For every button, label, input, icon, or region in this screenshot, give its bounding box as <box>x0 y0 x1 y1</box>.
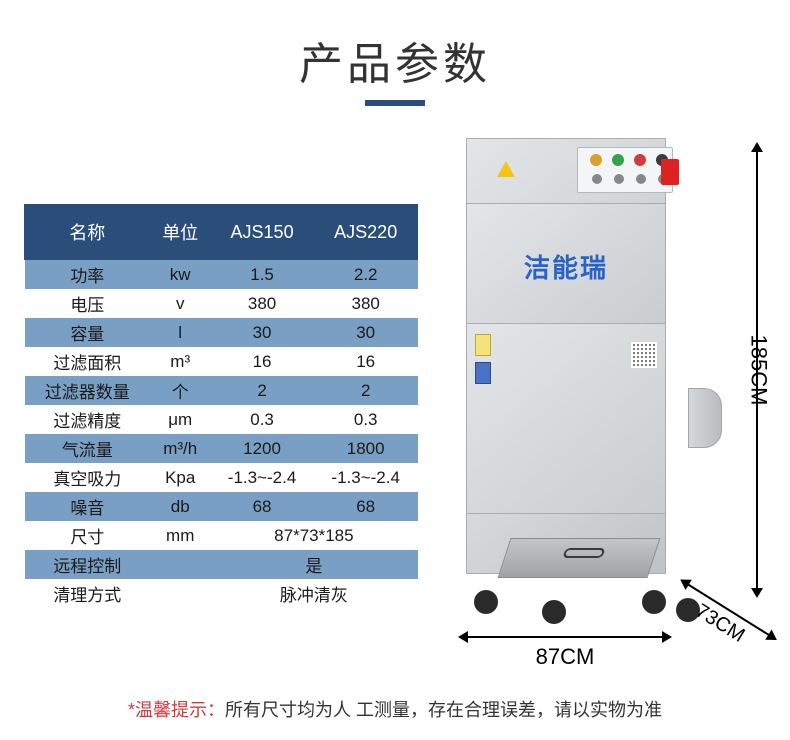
table-row: 过滤器数量个22 <box>25 376 418 405</box>
table-row: 清理方式 脉冲清灰 <box>25 579 418 608</box>
dimension-width-label: 87CM <box>460 644 670 670</box>
cell-name: 过滤面积 <box>25 347 151 376</box>
table-header-row: 名称 单位 AJS150 AJS220 <box>25 205 418 260</box>
note-prefix: *温馨提示： <box>128 700 225 720</box>
qr-code-icon <box>631 342 657 368</box>
cell-name: 过滤精度 <box>25 405 151 434</box>
cell-model-a: 30 <box>210 318 314 347</box>
cell-model-b: 2.2 <box>314 260 418 290</box>
table-row: 远程控制 是 <box>25 550 418 579</box>
table-row: 气流量m³/h12001800 <box>25 434 418 463</box>
tray-handle <box>562 548 605 558</box>
cell-model-a: 1200 <box>210 434 314 463</box>
cell-unit: 个 <box>150 376 210 405</box>
outlet-duct <box>688 388 722 448</box>
table-row: 噪音db6868 <box>25 492 418 521</box>
note-text: 所有尺寸均为人 工测量，存在合理误差，请以实物为准 <box>225 700 662 720</box>
table-row: 过滤面积m³1616 <box>25 347 418 376</box>
cell-unit: m³ <box>150 347 210 376</box>
side-labels <box>475 334 495 390</box>
dimension-height: 185CM <box>740 144 774 596</box>
cell-model-a: 2 <box>210 376 314 405</box>
panel-button-yellow <box>590 154 602 166</box>
cell-name: 功率 <box>25 260 151 290</box>
table-row: 电压v380380 <box>25 289 418 318</box>
table-row: 容量l3030 <box>25 318 418 347</box>
cell-unit: v <box>150 289 210 318</box>
cabinet-upper: 洁能瑞 <box>466 204 666 324</box>
cell-unit: db <box>150 492 210 521</box>
brand-label: 洁能瑞 <box>467 248 665 285</box>
cell-model-a: 0.3 <box>210 405 314 434</box>
page-title: 产品参数 <box>0 0 790 92</box>
cabinet-mid <box>466 324 666 514</box>
cell-model-a: 380 <box>210 289 314 318</box>
title-underline <box>365 100 425 106</box>
warning-label-icon <box>475 334 491 356</box>
caster-wheel <box>474 590 498 614</box>
cell-model-b: -1.3~-2.4 <box>314 463 418 492</box>
cell-model-b: 16 <box>314 347 418 376</box>
cell-model-b: 30 <box>314 318 418 347</box>
table-row: 尺寸mm87*73*185 <box>25 521 418 550</box>
dust-tray <box>498 538 661 578</box>
cell-unit: l <box>150 318 210 347</box>
panel-indicator <box>614 174 624 184</box>
cell-unit <box>150 550 210 579</box>
cell-model-a: 16 <box>210 347 314 376</box>
th-unit: 单位 <box>150 205 210 260</box>
cell-unit: μm <box>150 405 210 434</box>
table-row: 真空吸力Kpa-1.3~-2.4-1.3~-2.4 <box>25 463 418 492</box>
th-model-a: AJS150 <box>210 205 314 260</box>
cell-unit: Kpa <box>150 463 210 492</box>
th-model-b: AJS220 <box>314 205 418 260</box>
cell-merged: 是 <box>210 550 417 579</box>
warning-triangle-icon <box>497 161 515 177</box>
cell-name: 气流量 <box>25 434 151 463</box>
th-name: 名称 <box>25 205 151 260</box>
cell-name: 远程控制 <box>25 550 151 579</box>
table-row: 过滤精度μm0.30.3 <box>25 405 418 434</box>
cell-name: 清理方式 <box>25 579 151 608</box>
footer-note: *温馨提示：所有尺寸均为人 工测量，存在合理误差，请以实物为准 <box>0 696 790 722</box>
cell-name: 真空吸力 <box>25 463 151 492</box>
emergency-switch <box>661 159 679 185</box>
cell-name: 容量 <box>25 318 151 347</box>
cell-unit: m³/h <box>150 434 210 463</box>
panel-indicator <box>592 174 602 184</box>
dimension-height-label: 185CM <box>746 335 772 406</box>
main-area: 名称 单位 AJS150 AJS220 功率kw1.52.2电压v380380容… <box>0 126 790 686</box>
dimension-width: 87CM <box>460 628 670 662</box>
cell-model-b: 380 <box>314 289 418 318</box>
cell-model-b: 0.3 <box>314 405 418 434</box>
spec-table: 名称 单位 AJS150 AJS220 功率kw1.52.2电压v380380容… <box>24 204 418 608</box>
cell-unit <box>150 579 210 608</box>
cell-name: 过滤器数量 <box>25 376 151 405</box>
panel-indicator <box>636 174 646 184</box>
cell-name: 噪音 <box>25 492 151 521</box>
cell-model-a: 1.5 <box>210 260 314 290</box>
control-panel <box>577 147 673 193</box>
caster-wheel <box>542 600 566 624</box>
cell-name: 尺寸 <box>25 521 151 550</box>
cell-model-a: 68 <box>210 492 314 521</box>
cabinet-top <box>466 138 666 204</box>
info-label-icon <box>475 362 491 384</box>
cell-unit: kw <box>150 260 210 290</box>
cell-model-b: 68 <box>314 492 418 521</box>
panel-button-red <box>634 154 646 166</box>
cell-unit: mm <box>150 521 210 550</box>
product-illustration: 洁能瑞 185CM 87CM <box>442 130 772 690</box>
machine-drawing: 洁能瑞 <box>446 138 706 618</box>
cell-model-a: -1.3~-2.4 <box>210 463 314 492</box>
table-body: 功率kw1.52.2电压v380380容量l3030过滤面积m³1616过滤器数… <box>25 260 418 609</box>
cell-merged: 脉冲清灰 <box>210 579 417 608</box>
cell-model-b: 1800 <box>314 434 418 463</box>
panel-button-green <box>612 154 624 166</box>
cell-name: 电压 <box>25 289 151 318</box>
table-row: 功率kw1.52.2 <box>25 260 418 290</box>
cell-merged: 87*73*185 <box>210 521 417 550</box>
cell-model-b: 2 <box>314 376 418 405</box>
